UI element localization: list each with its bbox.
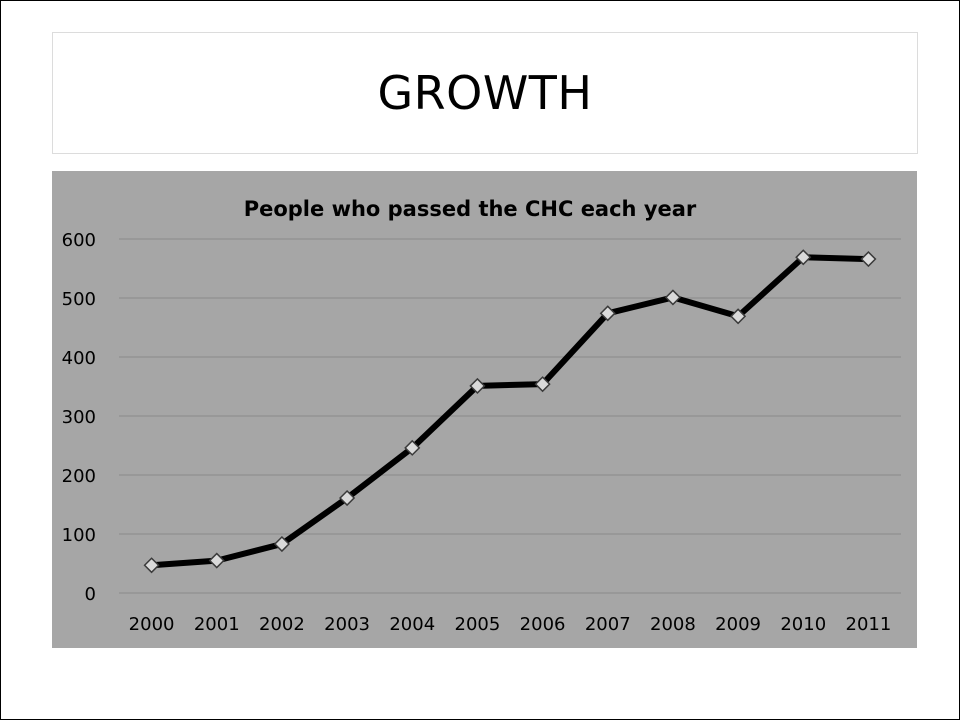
x-tick-label: 2000 [129,614,175,635]
data-point-marker [664,289,681,306]
data-point-marker [860,250,877,268]
x-tick-label: 2007 [585,614,631,635]
y-tick-label: 500 [62,289,96,310]
data-point-marker [273,535,290,553]
data-points [143,249,877,574]
x-axis-tick-labels: 2000 2001 2002 2003 2004 2005 2006 2007 2008 2009… [129,614,892,635]
data-point-marker [534,376,551,393]
data-point-marker [339,489,356,507]
chart-svg: People who passed the CHC each year 0 100… [52,171,917,648]
slide-title: GROWTH [377,66,593,120]
x-tick-label: 2006 [520,614,566,635]
x-tick-label: 2003 [324,614,370,635]
data-point-marker [599,305,616,322]
data-point-marker [795,249,812,266]
chart-background [52,171,917,648]
series-line-group [148,254,872,569]
x-tick-label: 2001 [194,614,240,635]
line-chart: People who passed the CHC each year 0 100… [52,171,917,648]
data-point-marker [730,308,747,325]
chart-title: People who passed the CHC each year [244,197,697,221]
y-tick-label: 300 [62,407,96,428]
x-tick-label: 2008 [650,614,696,635]
y-tick-label: 0 [85,584,96,605]
x-tick-label: 2005 [455,614,501,635]
x-tick-label: 2009 [715,614,761,635]
y-tick-label: 600 [62,230,96,251]
series-line [148,254,872,569]
data-point-marker [469,377,486,394]
title-placeholder: GROWTH [52,32,918,154]
y-tick-label: 400 [62,348,96,369]
y-axis-tick-labels: 0 100 200 300 400 500 600 [62,230,96,605]
y-tick-label: 100 [62,525,96,546]
data-point-marker [143,557,160,574]
y-tick-label: 200 [62,466,96,487]
gridlines [119,238,901,594]
x-tick-label: 2004 [389,614,435,635]
x-tick-label: 2011 [846,614,892,635]
data-point-marker [404,439,421,456]
x-tick-label: 2010 [780,614,826,635]
x-tick-label: 2002 [259,614,305,635]
data-point-marker [208,552,225,569]
